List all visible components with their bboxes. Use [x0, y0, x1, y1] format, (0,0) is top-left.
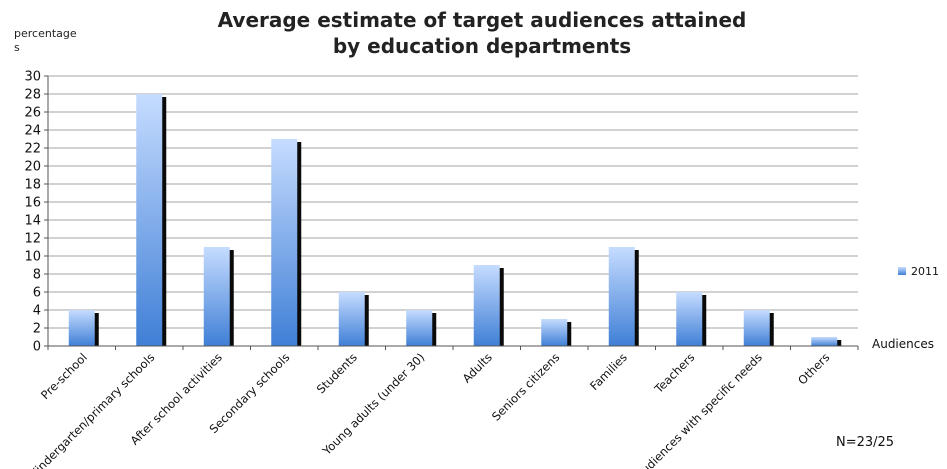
y-tick-label: 0 [33, 340, 41, 355]
x-tick-label: Kindergarten/primary schools [27, 350, 157, 469]
x-tick-label: Families [587, 350, 630, 393]
bar [136, 94, 163, 346]
y-tick-label: 30 [24, 70, 41, 85]
bar-shadow [836, 340, 842, 346]
x-tick-label: Pre-school [38, 350, 90, 402]
bar-shadow [363, 295, 369, 346]
x-axis-label: Audiences [872, 337, 934, 351]
y-tick-label: 24 [24, 124, 41, 139]
y-tick-label: 28 [24, 88, 41, 103]
y-axis-label-line2: s [14, 41, 20, 54]
bar-shadow [431, 313, 437, 346]
x-tick-label: Teachers [651, 350, 697, 396]
bar-shadow [566, 322, 572, 346]
bar [406, 310, 433, 346]
y-tick-label: 16 [24, 196, 41, 211]
y-tick-label: 26 [24, 106, 41, 121]
bar [271, 139, 298, 346]
gridlines [48, 75, 858, 329]
x-tick-label: Adults [460, 350, 495, 385]
bar-shadow [701, 295, 707, 346]
y-tick-label: 6 [33, 286, 41, 301]
y-tick-label: 4 [33, 304, 41, 319]
x-tick-label: Seniors citizens [489, 350, 562, 423]
bar-shadow [161, 97, 167, 346]
bar [203, 247, 230, 346]
bars [68, 94, 842, 346]
y-tick-label: 12 [24, 232, 41, 247]
bar [473, 265, 500, 346]
bar [811, 337, 838, 346]
y-tick-label: 22 [24, 142, 41, 157]
x-tick-label: Others [795, 350, 832, 387]
y-tick-label: 20 [24, 160, 41, 175]
bar-shadow [498, 268, 504, 346]
bar [743, 310, 770, 346]
bar [676, 292, 703, 346]
bar [338, 292, 365, 346]
bar-shadow [768, 313, 774, 346]
legend-label: 2011 [911, 265, 939, 278]
legend-swatch [898, 267, 906, 275]
bar [68, 310, 95, 346]
y-tick-label: 2 [33, 322, 41, 337]
bar [541, 319, 568, 346]
chart-title-line1: Average estimate of target audiences att… [218, 8, 747, 32]
bar-shadow [633, 250, 639, 346]
y-tick-label: 18 [24, 178, 41, 193]
y-tick-label: 14 [24, 214, 41, 229]
chart-title-line2: by education departments [333, 34, 631, 58]
bar-shadow [228, 250, 234, 346]
y-tick-label: 10 [24, 250, 41, 265]
bar-shadow [296, 142, 302, 346]
y-tick-label: 8 [33, 268, 41, 283]
bar-shadow [93, 313, 99, 346]
sample-size-note: N=23/25 [836, 435, 894, 450]
x-tick-label: Students [314, 350, 360, 396]
bar [608, 247, 635, 346]
x-tick-label: Audiences with specific needs [633, 350, 765, 469]
y-axis-label-line1: percentage [14, 27, 77, 40]
